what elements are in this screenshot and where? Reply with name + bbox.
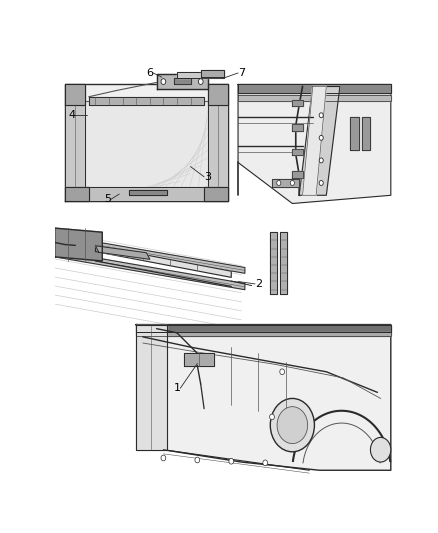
Polygon shape (177, 72, 224, 78)
Circle shape (319, 181, 323, 185)
Polygon shape (136, 325, 167, 450)
Circle shape (319, 113, 323, 118)
Text: 1: 1 (173, 383, 180, 393)
Polygon shape (136, 325, 391, 470)
Text: 7: 7 (238, 68, 245, 78)
Circle shape (277, 181, 281, 185)
Circle shape (270, 414, 274, 420)
Polygon shape (272, 179, 299, 187)
Polygon shape (65, 84, 228, 201)
Text: 5: 5 (104, 195, 111, 204)
Polygon shape (293, 172, 303, 178)
Polygon shape (293, 100, 303, 106)
Polygon shape (65, 187, 228, 201)
Circle shape (195, 457, 200, 463)
Polygon shape (201, 70, 224, 77)
Circle shape (280, 369, 285, 375)
Polygon shape (136, 325, 391, 332)
Polygon shape (280, 232, 287, 294)
Polygon shape (65, 105, 85, 187)
Circle shape (290, 181, 294, 185)
Circle shape (229, 458, 233, 464)
Circle shape (198, 79, 203, 84)
Polygon shape (136, 332, 391, 336)
Circle shape (371, 438, 391, 462)
Circle shape (161, 455, 166, 461)
Polygon shape (82, 101, 211, 197)
Polygon shape (208, 105, 228, 187)
Circle shape (270, 399, 314, 452)
Circle shape (319, 135, 323, 140)
Polygon shape (184, 353, 214, 366)
Text: 2: 2 (255, 279, 262, 289)
Polygon shape (303, 86, 326, 195)
Polygon shape (238, 95, 391, 101)
Polygon shape (55, 251, 245, 290)
Text: 6: 6 (146, 68, 153, 78)
Polygon shape (204, 187, 228, 201)
Polygon shape (173, 78, 191, 84)
Polygon shape (88, 97, 204, 105)
Polygon shape (350, 117, 359, 150)
Polygon shape (238, 84, 391, 204)
Polygon shape (55, 235, 245, 273)
Polygon shape (299, 86, 340, 195)
Polygon shape (130, 190, 167, 195)
Circle shape (319, 158, 323, 163)
Polygon shape (270, 232, 277, 294)
Polygon shape (293, 149, 303, 156)
Text: 4: 4 (68, 110, 75, 120)
Circle shape (277, 407, 307, 443)
Polygon shape (362, 117, 371, 150)
Polygon shape (65, 187, 88, 201)
Polygon shape (156, 74, 208, 88)
Text: 3: 3 (204, 172, 211, 182)
Polygon shape (95, 245, 231, 277)
Circle shape (161, 79, 166, 84)
Polygon shape (238, 84, 391, 93)
Polygon shape (208, 84, 228, 105)
Polygon shape (55, 228, 102, 261)
Polygon shape (65, 84, 85, 105)
Circle shape (263, 460, 268, 466)
Polygon shape (293, 124, 303, 131)
Polygon shape (95, 246, 150, 260)
